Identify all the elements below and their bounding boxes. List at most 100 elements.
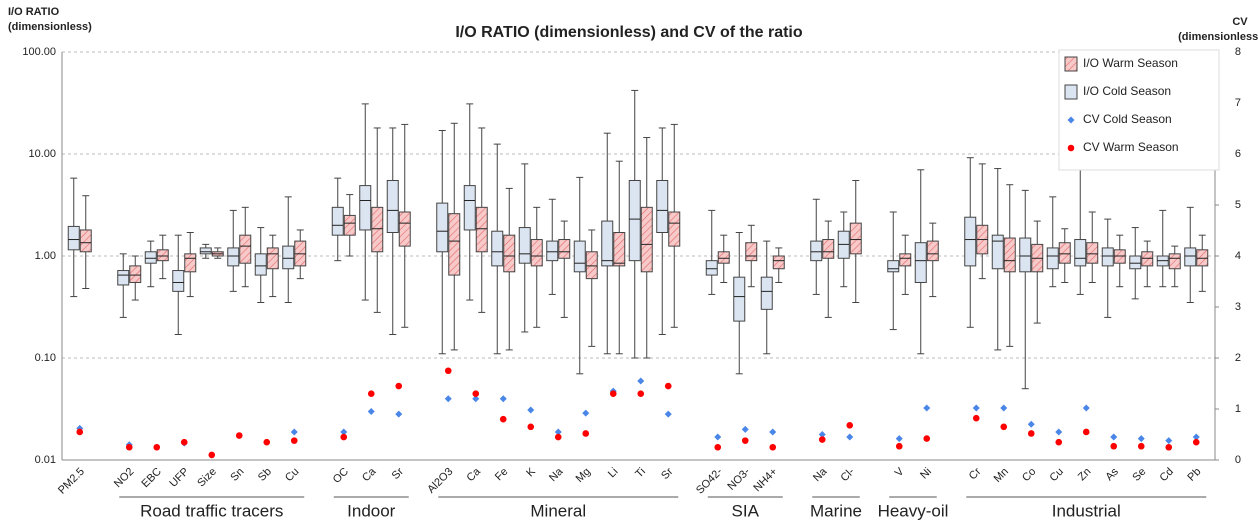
y-tick-label: 0.01 (35, 454, 56, 466)
box (67, 225, 80, 251)
group-label: Road traffic tracers (140, 501, 283, 520)
x-tick-label: Ca (464, 465, 483, 484)
box (79, 229, 92, 253)
cv-point (818, 436, 826, 443)
box (546, 240, 559, 262)
legend-label: CV Cold Season (1083, 112, 1172, 126)
box (463, 185, 476, 231)
box (436, 202, 449, 253)
cv-point (1165, 443, 1173, 451)
cv-point (340, 433, 348, 441)
cv-point (395, 410, 403, 418)
cv-point (235, 432, 243, 439)
cv-point (637, 390, 645, 398)
cv-point (741, 425, 749, 433)
legend-swatch (1064, 84, 1078, 100)
cv-point (895, 435, 903, 443)
y-tick-label: 10.00 (28, 148, 56, 160)
cv-point (499, 415, 507, 423)
box (1003, 237, 1016, 273)
cv-point (472, 390, 480, 398)
legend-swatch (1064, 56, 1078, 72)
box (254, 253, 267, 276)
cv-point (1027, 430, 1035, 437)
box (359, 185, 372, 231)
box (991, 234, 1004, 270)
cv-point (340, 428, 348, 436)
legend-label: I/O Cold Season (1083, 84, 1171, 98)
cv-point (972, 414, 980, 422)
cv-point (1055, 438, 1063, 446)
y-tick-label: 0.10 (35, 352, 56, 364)
cv-point (769, 428, 777, 436)
x-tick-label: V (893, 465, 907, 479)
box (1141, 251, 1154, 267)
x-tick-label: As (1103, 465, 1121, 483)
x-tick-label: SO42- (694, 465, 725, 496)
box (386, 179, 399, 233)
box (1086, 242, 1099, 264)
box (887, 260, 900, 273)
x-tick-label: Sn (228, 466, 246, 484)
legend-marker (1067, 144, 1075, 152)
box (573, 240, 586, 273)
box (343, 214, 356, 236)
box (172, 270, 185, 292)
cv-point (1110, 442, 1118, 450)
cv-point (846, 422, 854, 429)
x-tick-label: Li (606, 466, 621, 481)
box (899, 253, 912, 267)
cv-point (208, 451, 216, 459)
cv-point (367, 408, 375, 416)
box (530, 239, 543, 267)
x-tick-label: Sb (256, 466, 274, 484)
y2-tick-label: 6 (1235, 148, 1241, 160)
y2-tick-label: 3 (1235, 301, 1241, 313)
cv-point (972, 404, 980, 412)
x-tick-label: PM2.5 (56, 466, 87, 497)
box (640, 206, 653, 273)
cv-point (527, 406, 535, 414)
x-tick-label: Size (195, 466, 219, 490)
box (475, 206, 488, 253)
legend-label: I/O Warm Season (1083, 56, 1178, 70)
x-tick-label: Ti (633, 466, 648, 481)
y2-tick-label: 4 (1235, 250, 1241, 262)
box (745, 242, 758, 262)
y-tick-label: 100.00 (22, 46, 56, 58)
x-tick-label: Ca (360, 465, 379, 484)
y-tick-label: 1.00 (35, 250, 56, 262)
cv-point (499, 395, 507, 403)
box (558, 239, 571, 259)
cv-point (582, 409, 590, 417)
x-tick-label: Mg (574, 466, 593, 485)
cv-point (741, 437, 749, 444)
legend-box (1058, 49, 1220, 171)
box (926, 240, 939, 262)
y2-tick-label: 2 (1235, 352, 1241, 364)
cv-point (818, 431, 826, 438)
y2-axis-label: CV (1232, 16, 1248, 28)
cv-point (1082, 404, 1090, 412)
cv-point (1192, 438, 1200, 446)
box (705, 260, 718, 276)
group-label: Marine (810, 501, 862, 520)
box (1184, 247, 1197, 267)
cv-point (554, 433, 562, 441)
box (184, 253, 197, 273)
box (1019, 237, 1032, 273)
box (668, 211, 681, 247)
box (613, 231, 626, 267)
box (964, 216, 977, 267)
box (1074, 239, 1087, 267)
cv-point (1137, 442, 1145, 450)
cv-point (472, 395, 480, 403)
y2-tick-label: 1 (1235, 403, 1241, 415)
box (266, 247, 279, 270)
y2-tick-label: 8 (1235, 46, 1241, 58)
cv-point (582, 430, 590, 437)
cv-point (554, 428, 562, 436)
box (144, 251, 157, 264)
box (371, 206, 384, 253)
